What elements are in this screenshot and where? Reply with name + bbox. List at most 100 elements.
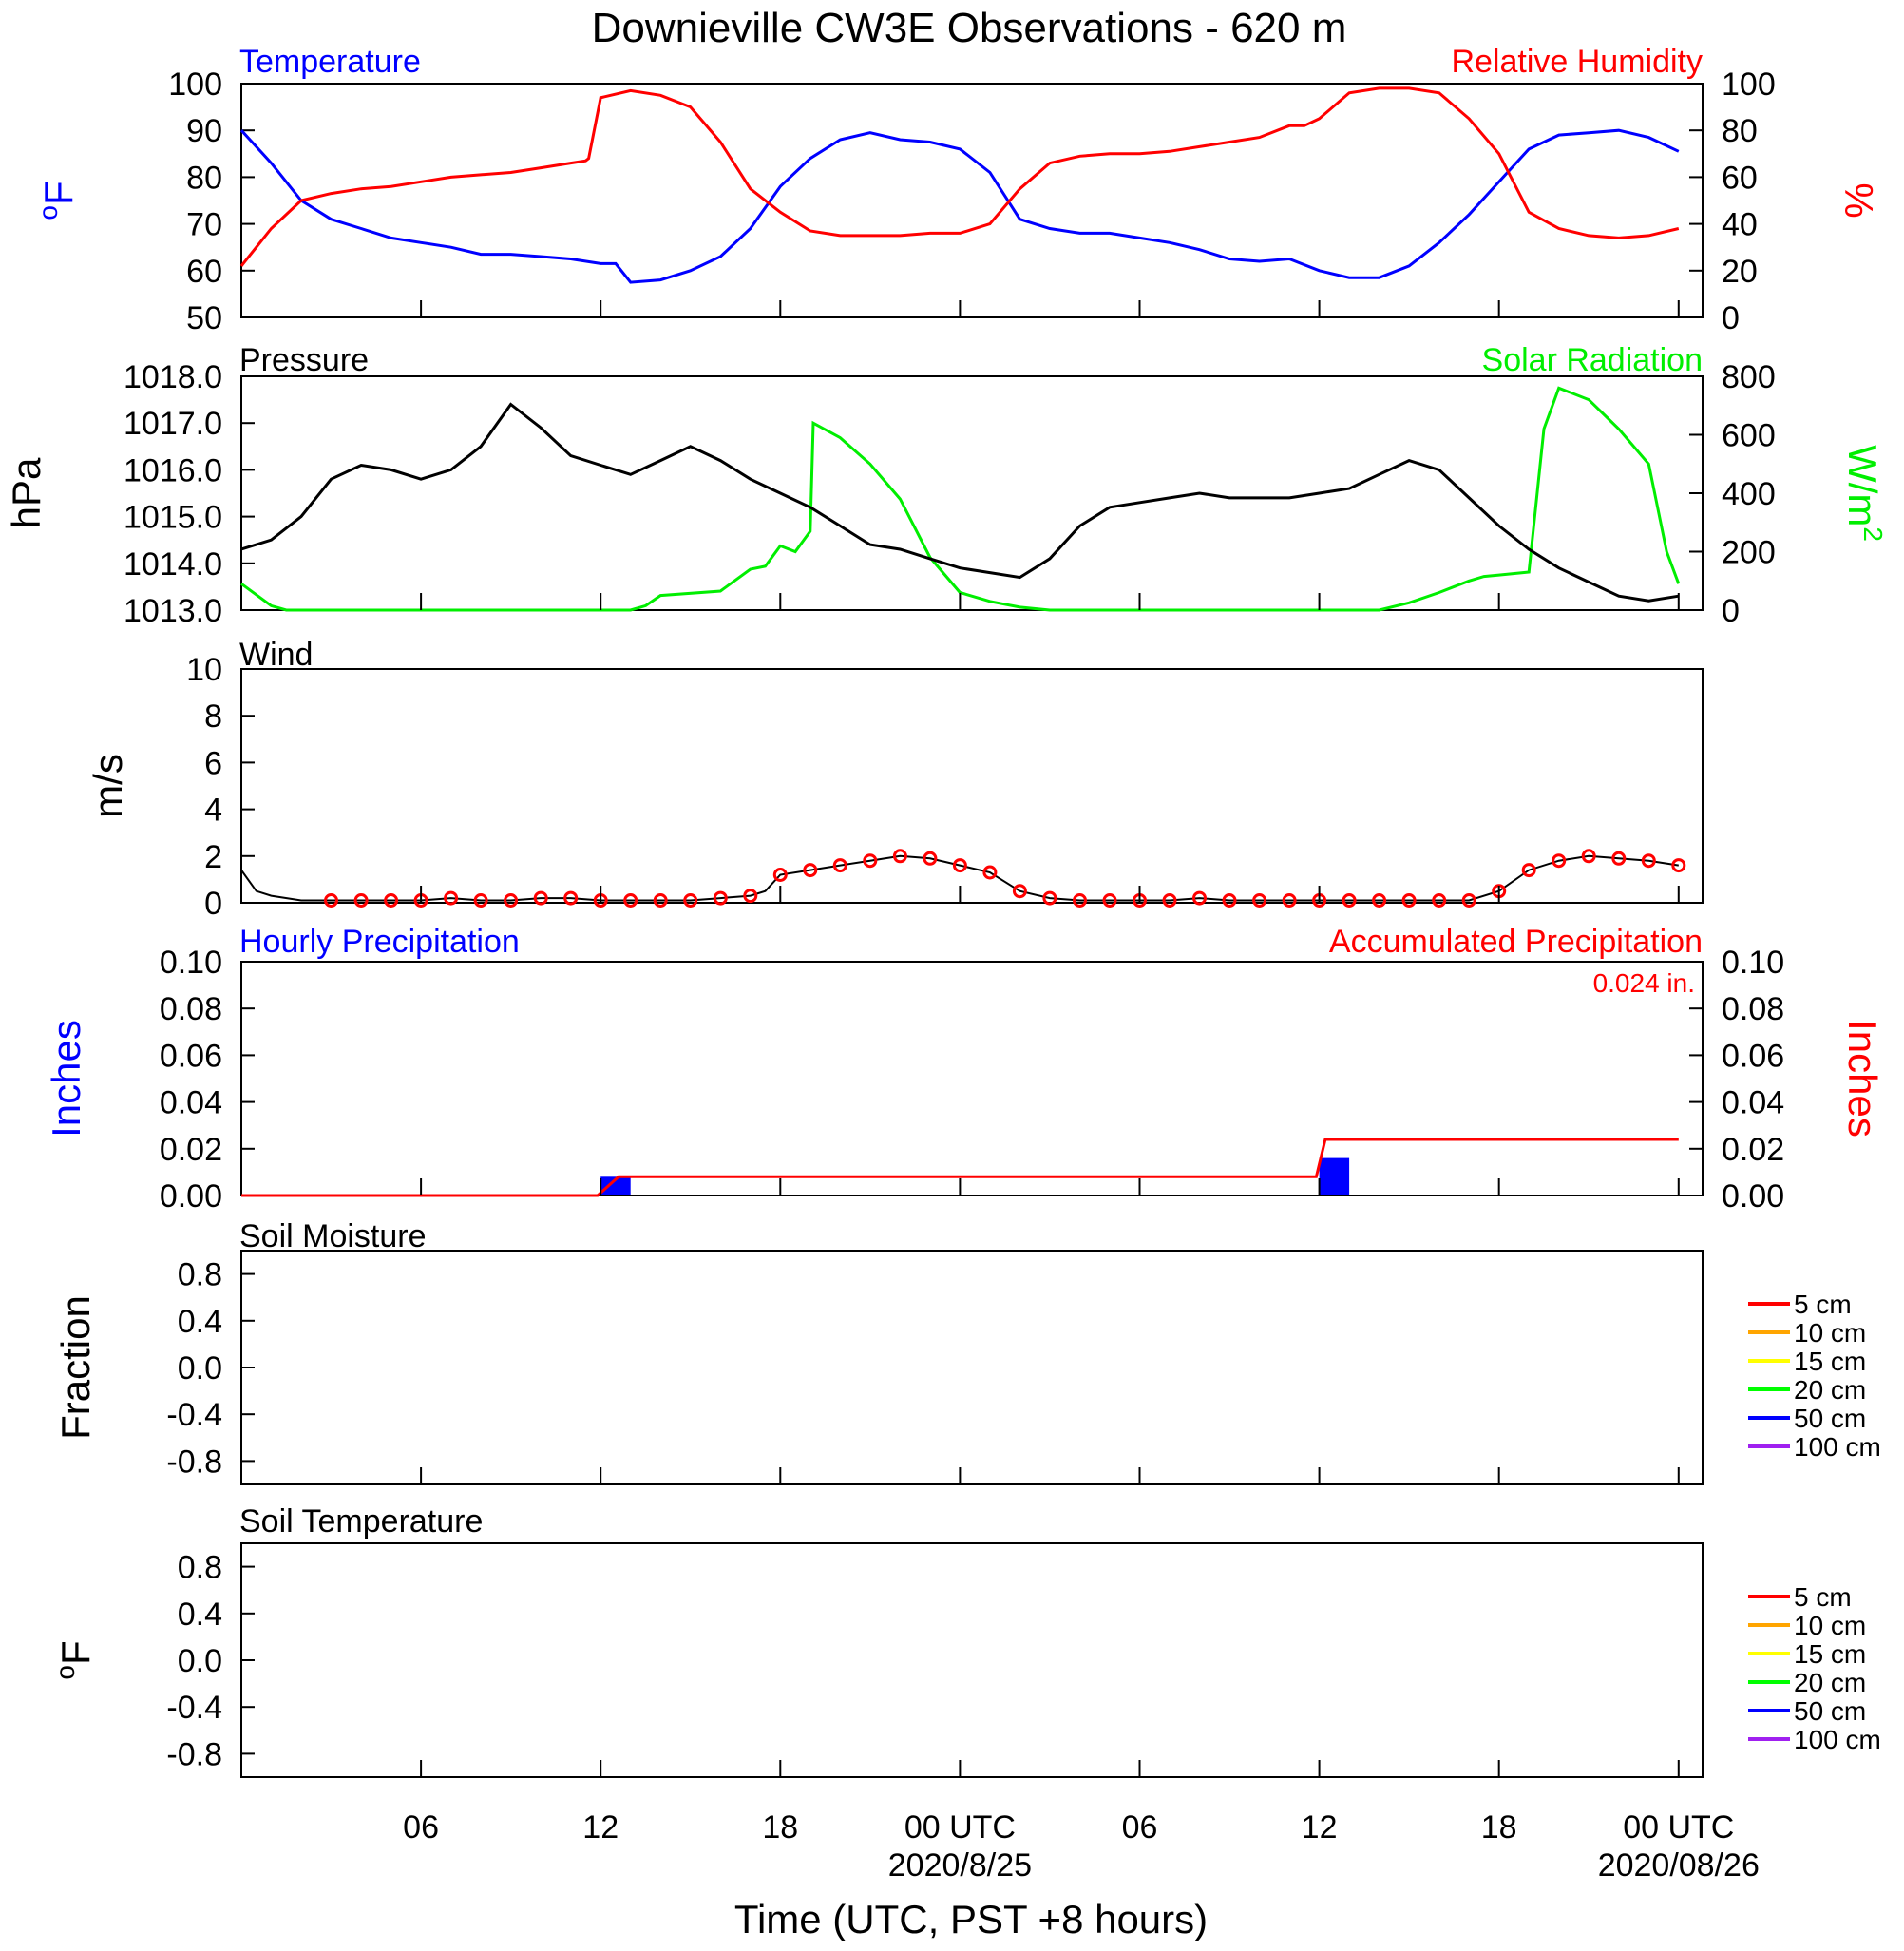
x-tick-label: 06	[403, 1809, 439, 1846]
wind-marker	[982, 865, 998, 880]
wind-marker	[1222, 893, 1237, 908]
wind-marker	[1641, 853, 1656, 869]
y-tick-label: 1013.0	[124, 593, 222, 629]
y-tick-label: 0.02	[160, 1132, 222, 1168]
x-tick-label: 00 UTC	[1623, 1809, 1734, 1846]
legend-label: 5 cm	[1794, 1290, 1852, 1319]
wind-marker	[324, 893, 338, 908]
wind-marker	[1461, 893, 1476, 908]
legend-label: 50 cm	[1794, 1696, 1866, 1726]
y-tick-label: 0.4	[178, 1597, 222, 1633]
solar-y-ticks: 0 200 400 600 800	[1689, 359, 1776, 629]
x-tick-date: 2020/8/25	[888, 1847, 1032, 1884]
legend-label: 50 cm	[1794, 1404, 1866, 1433]
hourly-precip-bar	[600, 1176, 631, 1195]
wind-marker	[952, 858, 967, 873]
wind-marker	[923, 851, 938, 866]
y-tick-label: -0.8	[166, 1444, 222, 1480]
y-tick-label: 10	[186, 652, 222, 688]
wind-marker	[1552, 853, 1567, 869]
wind-marker	[1521, 863, 1536, 878]
y-tick-label: 0.0	[178, 1643, 222, 1679]
soil-temp-y-ticks: -0.8 -0.4 0.0 0.4 0.8	[166, 1550, 255, 1772]
wind-marker	[1102, 893, 1117, 908]
wind-marker	[1342, 893, 1357, 908]
y-tick-label: 40	[1722, 207, 1758, 243]
y-tick-label: 0.00	[1722, 1178, 1784, 1215]
solar-title: Solar Radiation	[1482, 342, 1703, 378]
wind-marker	[1042, 890, 1057, 906]
y-tick-label: 6	[204, 745, 222, 781]
wind-marker	[772, 868, 788, 882]
y-tick-label: 60	[186, 254, 222, 290]
wind-marker	[1073, 893, 1087, 908]
wind-marker	[1611, 851, 1627, 866]
y-tick-label: 0	[1722, 300, 1740, 336]
x-tick-label: 12	[582, 1809, 619, 1846]
panel-temp-rh-frame	[240, 83, 1704, 318]
accum-precip-line	[241, 1138, 1679, 1197]
y-tick-label: -0.4	[166, 1690, 222, 1726]
soil-temp-title: Soil Temperature	[239, 1503, 483, 1540]
rh-y-ticks: 0 20 40 60 80 100	[1689, 67, 1776, 336]
y-tick-label: 0.04	[1722, 1085, 1784, 1121]
y-tick-label: 1015.0	[124, 500, 222, 536]
y-tick-label: 8	[204, 698, 222, 735]
legend-label: 5 cm	[1794, 1582, 1852, 1612]
y-tick-label: 0.08	[1722, 991, 1784, 1027]
wind-marker	[832, 858, 847, 873]
y-tick-label: 70	[186, 207, 222, 243]
legend-label: 100 cm	[1794, 1725, 1881, 1754]
y-tick-label: 100	[1722, 67, 1776, 103]
y-tick-label: 0.8	[178, 1550, 222, 1586]
legend-label: 10 cm	[1794, 1611, 1866, 1640]
panel-soil-temp-frame	[240, 1542, 1704, 1778]
wind-marker	[863, 853, 878, 869]
wind-marker	[623, 893, 638, 908]
accum-precip-unit: Inches	[1840, 1020, 1885, 1138]
precip-right-y-ticks: 0.00 0.02 0.04 0.06 0.08 0.10	[1689, 945, 1784, 1215]
humidity-title: Relative Humidity	[1451, 44, 1703, 80]
wind-marker	[713, 890, 728, 906]
soil-moisture-y-ticks: -0.8 -0.4 0.0 0.4 0.8	[166, 1257, 255, 1480]
wind-marker	[1401, 893, 1417, 908]
wind-marker	[473, 893, 488, 908]
y-tick-label: 60	[1722, 160, 1758, 196]
wind-title: Wind	[239, 637, 313, 673]
humidity-line	[239, 86, 1680, 267]
y-tick-label: -0.4	[166, 1397, 222, 1433]
wind-marker	[353, 893, 369, 908]
wind-marker	[1372, 893, 1387, 908]
y-tick-label: 0.0	[178, 1350, 222, 1387]
wind-marker	[1581, 849, 1596, 864]
y-tick-label: 0.08	[160, 991, 222, 1027]
y-tick-label: -0.8	[166, 1736, 222, 1772]
panel-soil-temp: Soil Temperature oF -0.8 -0.4 0.0 0.4 0.8 5 …	[50, 1503, 1881, 1778]
y-tick-label: 1016.0	[124, 452, 222, 488]
y-tick-label: 100	[168, 67, 222, 103]
y-tick-label: 0.10	[1722, 945, 1784, 981]
wind-marker	[803, 863, 818, 878]
hourly-precip-bars	[600, 1157, 1350, 1195]
panel-pressure-solar: Pressure Solar Radiation hPa W/m2 1013.0…	[4, 342, 1888, 629]
y-tick-label: 0.06	[1722, 1038, 1784, 1074]
x-tick-label: 06	[1122, 1809, 1158, 1846]
legend-label: 20 cm	[1794, 1668, 1866, 1697]
wind-marker	[504, 893, 519, 908]
y-tick-label: 20	[1722, 254, 1758, 290]
x-tick-label: 18	[762, 1809, 798, 1846]
y-tick-label: 2	[204, 839, 222, 875]
wind-y-ticks: 0 2 4 6 8 10	[186, 652, 255, 922]
hourly-precip-title: Hourly Precipitation	[239, 924, 520, 960]
hourly-precip-unit: Inches	[44, 1020, 88, 1138]
wind-marker	[384, 893, 399, 908]
panel-soil-moisture-frame	[240, 1250, 1704, 1485]
wind-marker	[1671, 858, 1686, 873]
x-tick-label: 00 UTC	[904, 1809, 1016, 1846]
legend-label: 100 cm	[1794, 1432, 1881, 1462]
y-tick-label: 400	[1722, 476, 1776, 512]
panel-temp-rh: Temperature Relative Humidity oF % 50 60 7…	[33, 44, 1881, 336]
y-tick-label: 0.4	[178, 1304, 222, 1340]
y-tick-label: 0	[204, 886, 222, 922]
